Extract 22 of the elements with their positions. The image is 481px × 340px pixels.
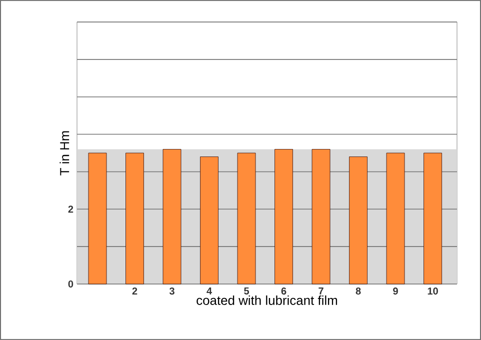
bar (312, 149, 330, 284)
bar (200, 156, 218, 284)
x-tick-label: 9 (393, 288, 398, 295)
bar (162, 149, 182, 284)
bar (386, 152, 405, 284)
x-axis-title: coated with lubricant film (196, 295, 338, 305)
bar (126, 152, 144, 284)
y-axis-title: T in Hm (60, 131, 70, 176)
bar (424, 152, 442, 284)
y-tick-label: 0 (68, 280, 74, 288)
bar (349, 156, 368, 284)
bar (237, 152, 256, 284)
x-tick-label: 3 (169, 288, 174, 295)
bar (274, 149, 293, 284)
x-tick-label: 6 (281, 288, 286, 295)
bar (88, 152, 107, 284)
x-tick-label: 7 (318, 288, 324, 294)
x-tick-label: 10 (428, 288, 438, 295)
x-tick-label: 4 (206, 288, 212, 294)
x-tick-label: 2 (132, 288, 138, 294)
x-tick-label: 8 (356, 288, 361, 295)
x-tick-label: 5 (244, 288, 250, 294)
